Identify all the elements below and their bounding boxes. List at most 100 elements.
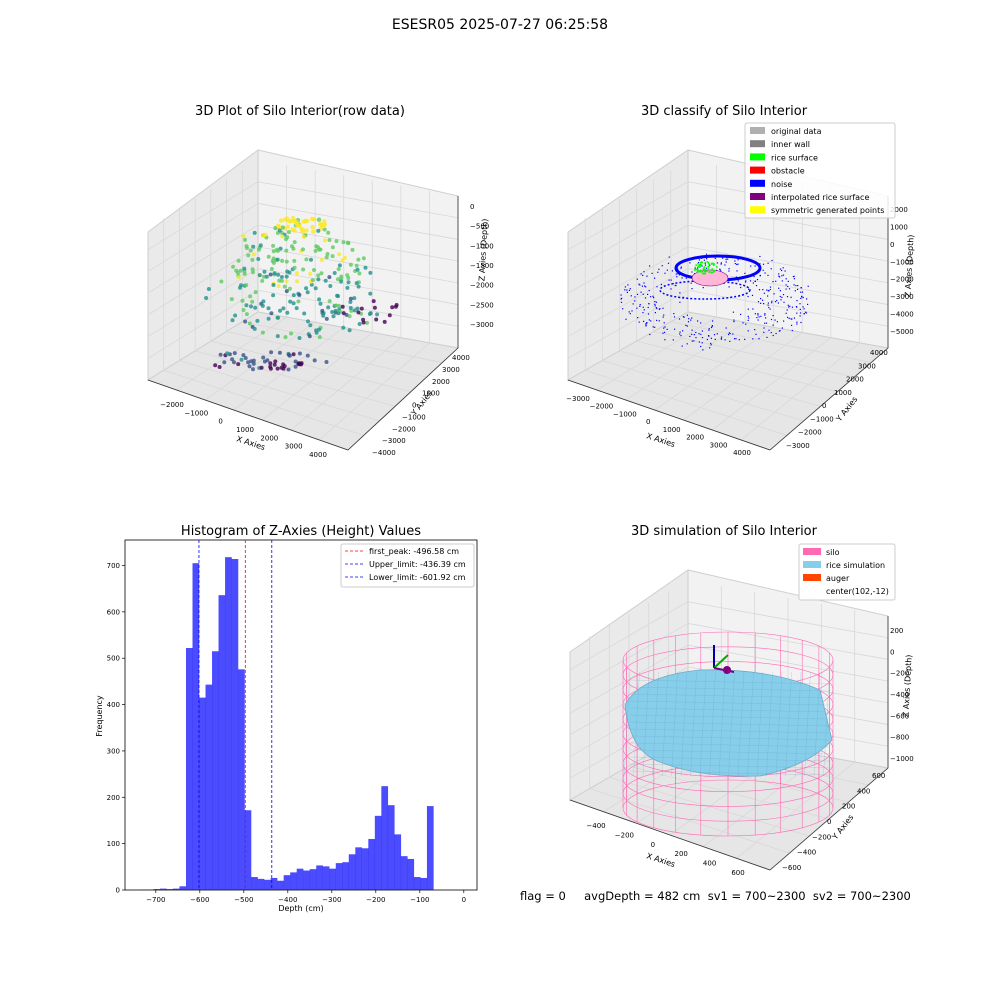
scatter-point [317,335,322,340]
legend-label: rice surface [771,153,818,162]
scatter-point [347,314,352,319]
noise-point [767,304,769,306]
tick-label: 3000 [285,443,303,451]
scatter-point [367,312,372,316]
scatter-point [308,271,313,276]
noise-point [750,265,752,267]
noise-point [759,274,761,277]
scatter-point [374,317,379,322]
histogram-bar [348,854,356,890]
scatter-point [294,271,299,276]
noise-point [686,325,688,327]
p3-x-axis-label: Depth (cm) [278,904,323,913]
scatter-point [241,353,246,358]
panel-3-title: Histogram of Z-Axies (Height) Values [180,524,422,539]
scatter-point [371,299,376,304]
noise-point [643,309,645,311]
noise-point [690,319,692,321]
noise-point [636,307,638,309]
scatter-point [372,305,377,310]
rice-surface-point [713,264,715,266]
scatter-point [310,224,315,230]
noise-point [666,269,668,271]
scatter-point [243,319,248,324]
p1-x-tick-labels: −2000−1000 0 1000 2000 3000 4000 [160,401,327,459]
noise-point [733,319,735,321]
scatter-point [230,318,235,323]
rice-surface-point [708,271,711,273]
noise-point [700,322,702,324]
noise-point [629,313,631,315]
noise-point [691,288,693,290]
noise-point [799,312,802,314]
noise-point [785,312,787,314]
tick-label: −800 [890,734,909,742]
noise-point [767,290,769,292]
tick-label: 2000 [890,206,908,214]
rice-surface-point [700,271,702,273]
legend-label: rice simulation [826,561,885,570]
scatter-point [261,355,266,360]
noise-point [719,269,721,271]
noise-point [645,324,647,326]
noise-point [736,263,738,265]
rice-surface-point [713,263,715,265]
scatter-point [297,336,302,340]
noise-point [728,268,730,270]
noise-point [785,284,787,286]
noise-point [642,306,644,308]
scatter-point [257,273,262,278]
scatter-point [375,312,380,317]
panel-3-axes: −700 −600 −500 −400 −300 −200 −100 0 0 100 200 300… [95,539,478,913]
noise-point [687,321,690,323]
noise-point [682,330,684,332]
noise-point [638,283,640,285]
histogram-bar [283,875,291,890]
noise-point [716,333,718,335]
noise-point [766,336,768,338]
noise-point [629,288,631,290]
noise-point [727,258,729,260]
noise-point [720,336,723,338]
rice-surface-point [702,268,705,271]
p2-y-axis-label: Y Axies [834,395,860,424]
scatter-point [260,303,265,308]
legend-label: interpolated rice surface [771,193,869,202]
noise-point [753,275,755,278]
scatter-point [301,234,306,239]
histogram-bar [426,806,434,890]
scatter-point [313,286,318,291]
x-tick-label: 0 [462,896,466,904]
scatter-point [292,240,297,245]
noise-point [769,308,771,310]
scatter-point [251,270,255,275]
scatter-point [337,263,342,268]
scatter-point [332,271,337,275]
noise-point [701,337,704,339]
noise-point [734,263,736,265]
noise-point [801,291,804,293]
noise-point [778,287,780,289]
noise-point [729,332,731,335]
noise-point [756,317,758,319]
noise-point [644,297,647,299]
noise-point [723,282,725,284]
noise-point [792,276,794,278]
scatter-point [285,224,290,229]
noise-point [784,270,786,272]
rice-surface-point [697,271,700,273]
histogram-bar [251,877,258,890]
scatter-point [244,312,249,317]
rice-surface-point [707,261,709,264]
scatter-point [340,258,345,263]
scatter-point [291,301,296,306]
scatter-point [252,326,257,331]
noise-point [641,285,643,287]
scatter-point [357,322,362,326]
panel-4-title: 3D simulation of Silo Interior [631,524,817,539]
p1-scatter-points [204,215,399,372]
scatter-point [206,287,211,291]
noise-point [757,313,759,315]
noise-point [642,293,644,295]
scatter-point [330,245,335,250]
